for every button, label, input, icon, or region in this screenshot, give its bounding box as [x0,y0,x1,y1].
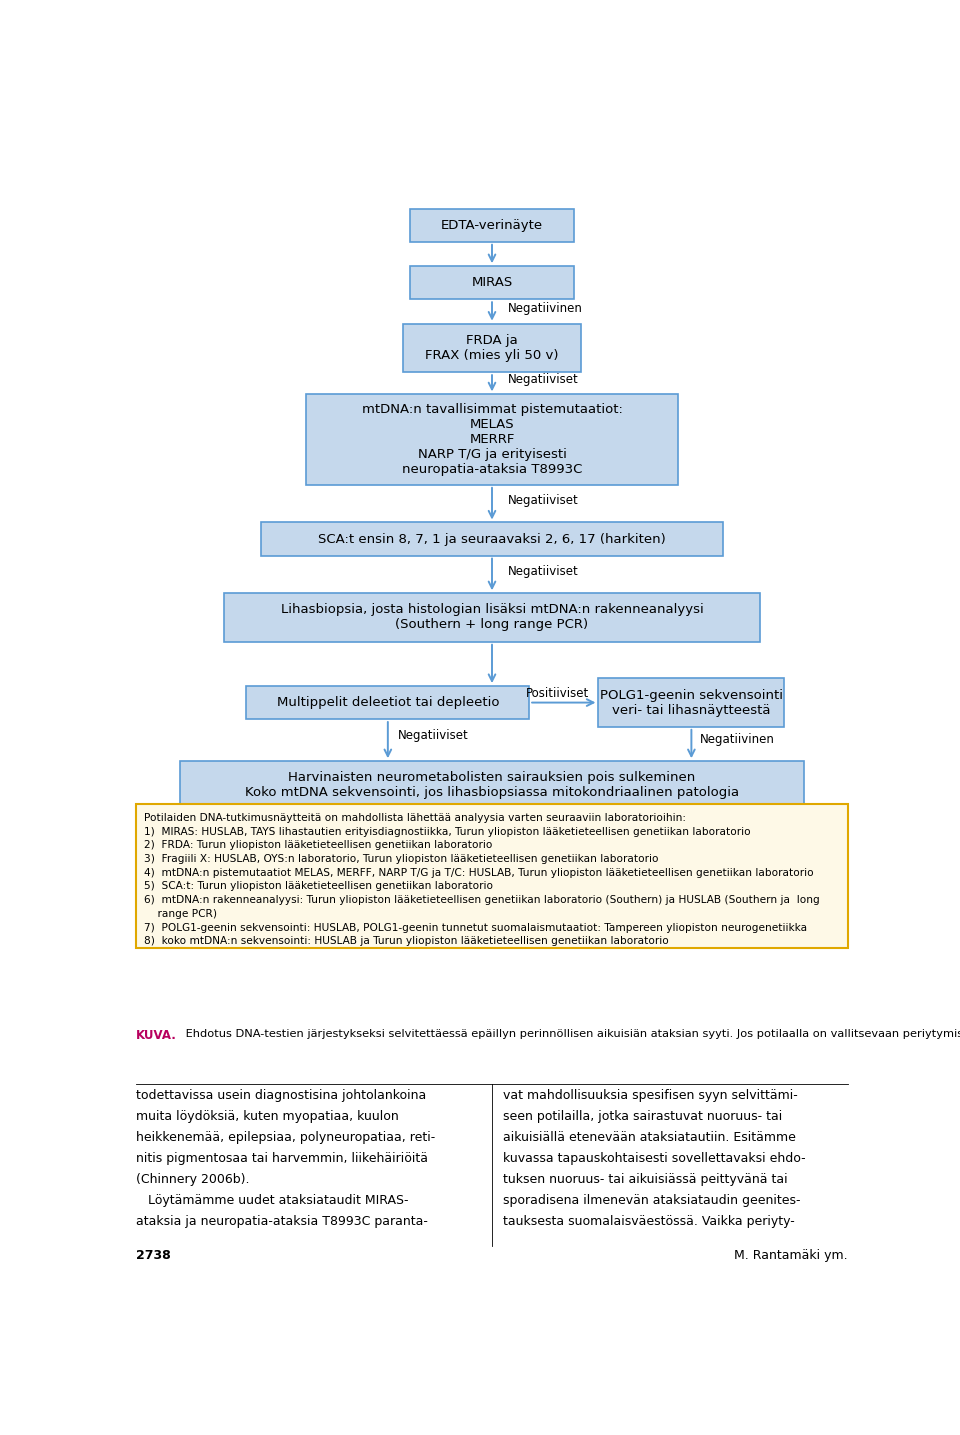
Text: Löytämämme uudet ataksiataudit MIRAS-: Löytämämme uudet ataksiataudit MIRAS- [136,1194,409,1207]
Text: Ehdotus DNA-testien järjestykseksi selvitettäessä epäillyn perinnöllisen aikuisi: Ehdotus DNA-testien järjestykseksi selvi… [182,1029,960,1039]
Text: kuvassa tapauskohtaisesti sovellettavaksi ehdo-: kuvassa tapauskohtaisesti sovellettavaks… [503,1152,805,1165]
Text: SCA:t ensin 8, 7, 1 ja seuraavaksi 2, 6, 17 (harkiten): SCA:t ensin 8, 7, 1 ja seuraavaksi 2, 6,… [318,532,666,545]
Text: 4)  mtDNA:n pistemutaatiot MELAS, MERFF, NARP T/G ja T/C: HUSLAB, Turun yliopist: 4) mtDNA:n pistemutaatiot MELAS, MERFF, … [144,868,813,878]
FancyBboxPatch shape [306,395,678,485]
FancyBboxPatch shape [136,804,848,949]
Text: aikuisiällä etenevään ataksiatautiin. Esitämme: aikuisiällä etenevään ataksiatautiin. Es… [503,1131,796,1144]
FancyBboxPatch shape [410,265,574,300]
Text: mtDNA:n tavallisimmat pistemutaatiot:
MELAS
MERRF
NARP T/G ja erityisesti
neurop: mtDNA:n tavallisimmat pistemutaatiot: ME… [362,403,622,476]
Text: seen potilailla, jotka sairastuvat nuoruus- tai: seen potilailla, jotka sairastuvat nuoru… [503,1111,782,1124]
Text: POLG1-geenin sekvensointi
veri- tai lihasnäytteestä: POLG1-geenin sekvensointi veri- tai liha… [600,689,783,716]
Text: 6)  mtDNA:n rakenneanalyysi: Turun yliopiston lääketieteellisen genetiikan labor: 6) mtDNA:n rakenneanalyysi: Turun yliopi… [144,895,820,905]
Text: range PCR): range PCR) [144,908,217,918]
Text: 1)  MIRAS: HUSLAB, TAYS lihastautien erityisdiagnostiikka, Turun yliopiston lääk: 1) MIRAS: HUSLAB, TAYS lihastautien erit… [144,827,751,837]
Text: FRDA ja
FRAX (mies yli 50 v): FRDA ja FRAX (mies yli 50 v) [425,334,559,362]
Text: 2)  FRDA: Turun yliopiston lääketieteellisen genetiikan laboratorio: 2) FRDA: Turun yliopiston lääketieteelli… [144,841,492,851]
Text: 2738: 2738 [136,1248,171,1261]
Text: MIRAS: MIRAS [471,276,513,290]
Text: muita löydöksiä, kuten myopatiaa, kuulon: muita löydöksiä, kuten myopatiaa, kuulon [136,1111,399,1124]
Text: Multippelit deleetiot tai depleetio: Multippelit deleetiot tai depleetio [276,696,499,709]
Text: 8)  koko mtDNA:n sekvensointi: HUSLAB ja Turun yliopiston lääketieteellisen gene: 8) koko mtDNA:n sekvensointi: HUSLAB ja … [144,936,668,946]
Text: Lihasbiopsia, josta histologian lisäksi mtDNA:n rakenneanalyysi
(Southern + long: Lihasbiopsia, josta histologian lisäksi … [280,604,704,631]
Text: sporadisena ilmenevän ataksiataudin geenites-: sporadisena ilmenevän ataksiataudin geen… [503,1194,801,1207]
Text: heikkenemää, epilepsiaa, polyneuropatiaa, reti-: heikkenemää, epilepsiaa, polyneuropatiaa… [136,1131,436,1144]
Text: M. Rantamäki ym.: M. Rantamäki ym. [734,1248,848,1261]
Text: tauksesta suomalaisväestössä. Vaikka periyty-: tauksesta suomalaisväestössä. Vaikka per… [503,1215,795,1228]
FancyBboxPatch shape [225,593,760,641]
Text: Negatiivinen: Negatiivinen [509,301,584,314]
FancyBboxPatch shape [247,686,529,719]
Text: 5)  SCA:t: Turun yliopiston lääketieteellisen genetiikan laboratorio: 5) SCA:t: Turun yliopiston lääketieteell… [144,881,492,891]
FancyBboxPatch shape [410,208,574,243]
Text: Potilaiden DNA-tutkimusnäytteitä on mahdollista lähettää analyysia varten seuraa: Potilaiden DNA-tutkimusnäytteitä on mahd… [144,814,685,824]
Text: Negatiiviset: Negatiiviset [509,373,579,386]
Text: 3)  Fragiili X: HUSLAB, OYS:n laboratorio, Turun yliopiston lääketieteellisen ge: 3) Fragiili X: HUSLAB, OYS:n laboratorio… [144,854,659,864]
Text: vat mahdollisuuksia spesifisen syyn selvittämi-: vat mahdollisuuksia spesifisen syyn selv… [503,1089,798,1102]
Text: tuksen nuoruus- tai aikuisiässä peittyvänä tai: tuksen nuoruus- tai aikuisiässä peittyvä… [503,1174,788,1187]
Text: todettavissa usein diagnostisina johtolankoina: todettavissa usein diagnostisina johtola… [136,1089,426,1102]
Text: (Chinnery 2006b).: (Chinnery 2006b). [136,1174,250,1187]
Text: Harvinaisten neurometabolisten sairauksien pois sulkeminen
Koko mtDNA sekvensoin: Harvinaisten neurometabolisten sairauksi… [245,772,739,799]
Text: Negatiiviset: Negatiiviset [509,564,579,577]
Text: nitis pigmentosaa tai harvemmin, liikehäiriöitä: nitis pigmentosaa tai harvemmin, liikehä… [136,1152,428,1165]
Text: Negatiivinen: Negatiivinen [701,732,775,746]
Text: Negatiiviset: Negatiiviset [398,729,469,742]
Text: ataksia ja neuropatia-ataksia T8993C paranta-: ataksia ja neuropatia-ataksia T8993C par… [136,1215,428,1228]
FancyBboxPatch shape [598,679,784,728]
Text: 7)  POLG1-geenin sekvensointi: HUSLAB, POLG1-geenin tunnetut suomalaismutaatiot:: 7) POLG1-geenin sekvensointi: HUSLAB, PO… [144,923,807,933]
Text: EDTA-verinäyte: EDTA-verinäyte [441,218,543,231]
FancyBboxPatch shape [261,522,723,555]
FancyBboxPatch shape [403,323,581,372]
FancyBboxPatch shape [180,761,804,809]
Text: Negatiiviset: Negatiiviset [509,494,579,507]
Text: KUVA.: KUVA. [136,1029,178,1042]
Text: Positiiviset: Positiiviset [525,687,588,700]
